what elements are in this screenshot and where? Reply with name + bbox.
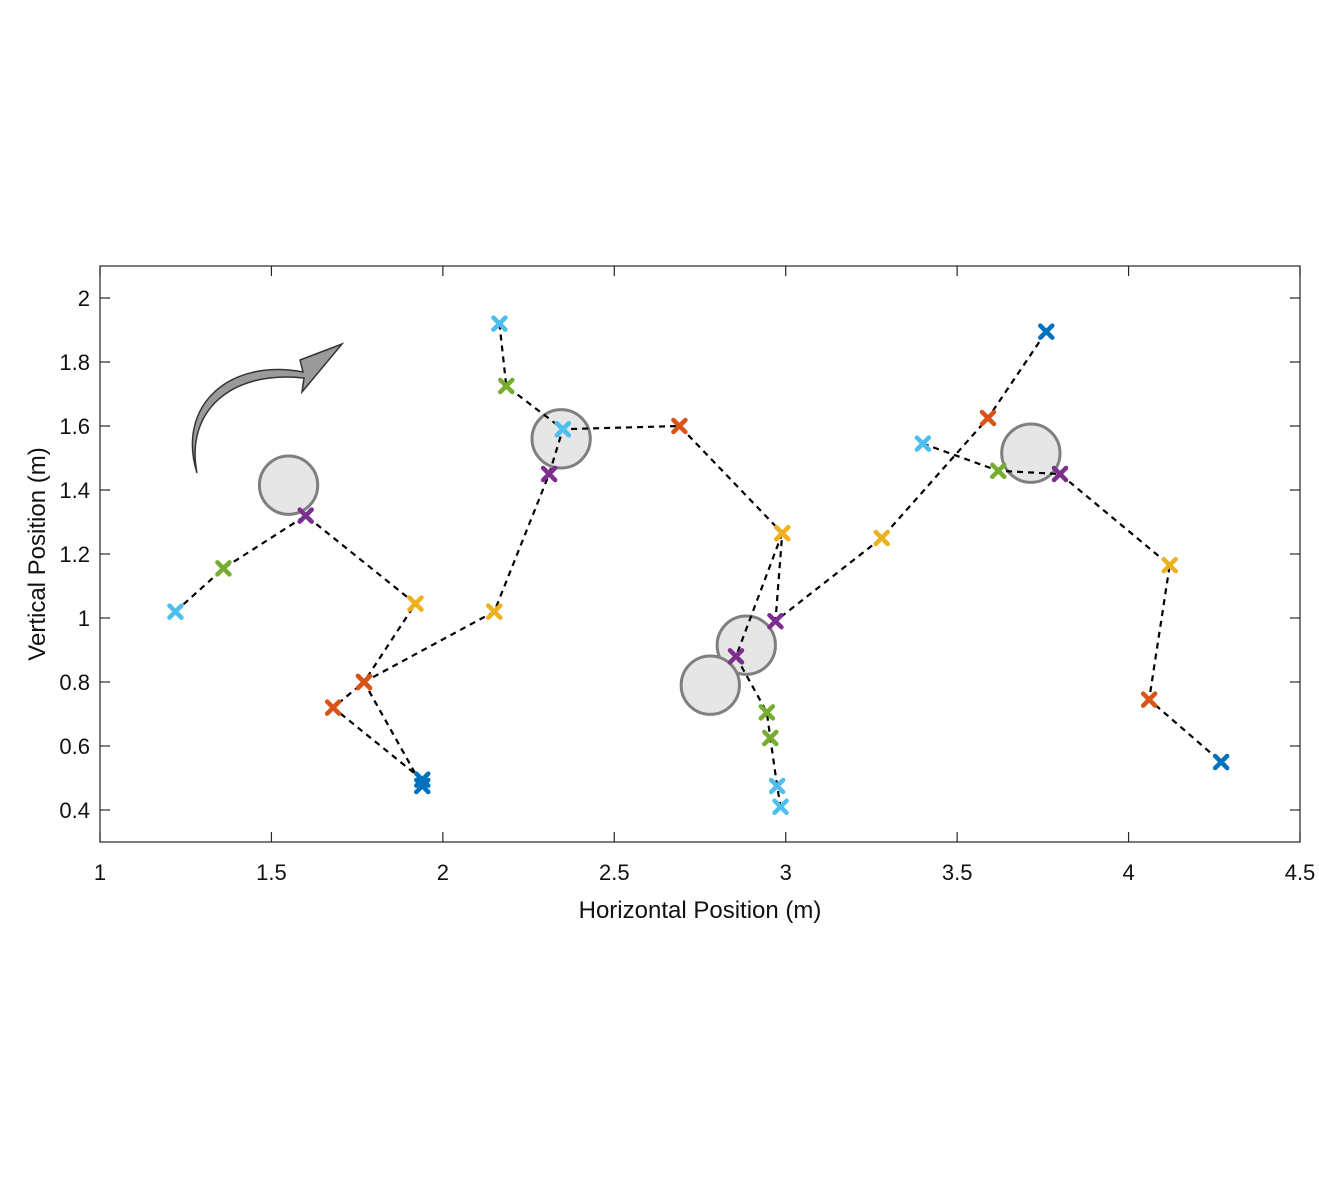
data-point-s2-1 [414, 771, 431, 788]
data-point-s1-3 [297, 507, 314, 524]
y-axis-label: Vertical Position (m) [24, 447, 51, 660]
data-point-s5-3 [1051, 465, 1069, 483]
rotation-arrow-icon [191, 342, 345, 474]
x-tick-label-2: 1.5 [256, 860, 287, 885]
data-point-s2-3 [355, 673, 373, 691]
data-point-s4-5 [768, 777, 786, 795]
y-tick-label-3: 0.8 [59, 670, 90, 695]
data-point-s5-2 [990, 462, 1007, 480]
x-tick-label-8: 4.5 [1285, 860, 1316, 885]
y-tick-label-1: 0.4 [59, 798, 90, 823]
x-tick-label-1: 1 [94, 860, 106, 885]
data-point-s2-5 [540, 465, 558, 483]
data-point-s5-4 [1161, 556, 1178, 574]
obstacle-circle-5 [1000, 422, 1062, 484]
x-tick-label-3: 2 [437, 860, 449, 885]
y-tick-label-6: 1.4 [59, 478, 90, 503]
data-point-s5-1 [914, 435, 932, 452]
ticks-layer: 1 1.5 2 2.5 3 3.5 4 4.5 0.4 0.6 0.8 1 1.2 1.4 1.6 1.8 2 [59, 266, 1315, 885]
data-point-s3-2 [498, 377, 515, 395]
obstacle-circle-2 [530, 408, 592, 470]
data-point-s1-1 [167, 603, 184, 620]
x-tick-label-6: 3.5 [942, 860, 973, 885]
decor-layer [191, 342, 345, 474]
data-point-s2-7 [671, 417, 688, 435]
data-point-s3-1 [491, 315, 508, 332]
trajectory-line-1 [174, 514, 424, 787]
data-point-s2-12 [1038, 323, 1055, 340]
x-axis-label: Horizontal Position (m) [579, 897, 822, 924]
x-tick-label-4: 2.5 [599, 860, 630, 885]
data-point-s4-3 [758, 704, 776, 721]
data-point-s4-2 [727, 648, 745, 665]
y-tick-label-9: 2 [78, 286, 90, 311]
y-tick-label-5: 1.2 [59, 542, 90, 567]
data-point-s4-4 [762, 729, 779, 747]
trajectory-line-5 [922, 442, 1222, 763]
x-tick-label-7: 4 [1122, 860, 1134, 885]
y-tick-label-8: 1.8 [59, 350, 90, 375]
data-point-s2-11 [979, 409, 997, 427]
markers-layer [167, 315, 1230, 816]
data-point-s2-2 [324, 699, 342, 716]
y-tick-label-7: 1.6 [59, 414, 90, 439]
data-point-s1-2 [215, 560, 232, 577]
obstacle-circle-4 [679, 654, 741, 716]
data-point-s2-10 [873, 529, 890, 547]
data-point-s1-4 [407, 595, 424, 612]
data-point-s2-9 [767, 612, 784, 630]
trajectory-line-3 [498, 323, 564, 431]
data-point-s5-6 [1212, 753, 1230, 771]
y-tick-label-4: 1 [78, 606, 90, 631]
data-point-s2-4 [486, 603, 503, 620]
data-point-s5-5 [1140, 691, 1158, 708]
obstacle-circle-1 [257, 454, 320, 516]
data-point-s4-1 [774, 524, 791, 542]
x-tick-label-5: 3 [780, 860, 792, 885]
data-point-s3-3 [554, 420, 572, 438]
data-point-s4-6 [772, 798, 789, 816]
y-tick-label-2: 0.6 [59, 734, 90, 759]
